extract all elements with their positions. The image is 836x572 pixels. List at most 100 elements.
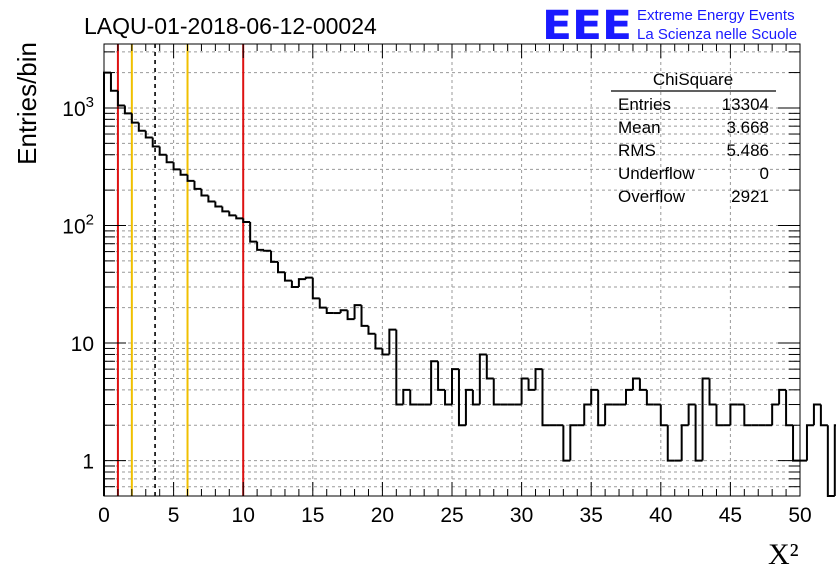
histogram-bin (631, 377, 640, 390)
histogram-bin (123, 105, 132, 115)
histogram-bin (562, 425, 571, 462)
histogram-bin (541, 369, 550, 427)
histogram-bin (492, 378, 501, 406)
histogram-bin (151, 137, 160, 148)
histogram-bin (478, 353, 487, 405)
chart-title: LAQU-01-2018-06-12-00024 (84, 13, 377, 39)
histogram-bin (590, 388, 599, 405)
histogram-bin (826, 425, 835, 497)
histogram-bin (638, 378, 647, 391)
x-tick-label: 5 (168, 504, 180, 527)
histogram-bin (228, 211, 237, 217)
histogram-bin (430, 360, 439, 405)
histogram-bin (137, 122, 146, 132)
y-axis-label: Entries/bin (12, 42, 42, 165)
histogram-bin (833, 424, 836, 496)
stats-title: ChiSquare (653, 70, 733, 89)
histogram-bin (235, 215, 244, 220)
stats-label: RMS (618, 141, 656, 160)
histogram-bin (360, 305, 369, 327)
histogram-bin (311, 277, 320, 300)
histogram-bin (597, 389, 606, 427)
histogram-bin (645, 389, 654, 406)
x-tick-label: 30 (510, 504, 533, 527)
histogram-bin (687, 403, 696, 426)
histogram-bin (708, 378, 717, 406)
x-tick-label: 0 (98, 504, 110, 527)
histogram-bin (304, 276, 313, 280)
histogram-bin (388, 328, 397, 355)
histogram-bin (395, 329, 404, 406)
stats-box: ChiSquare Entries 13304 Mean 3.668 RMS 5.486 U… (611, 70, 776, 206)
histogram-bin (325, 307, 334, 315)
x-tick-label: 40 (649, 504, 672, 527)
histogram-bin (270, 250, 278, 263)
reference-lines (116, 44, 245, 496)
histogram-bin (367, 325, 376, 335)
histogram-bin (277, 261, 285, 274)
histogram-bin (444, 389, 452, 406)
histogram-bin (402, 388, 411, 405)
stats-value: 2921 (731, 187, 769, 206)
histogram-bin (256, 241, 265, 251)
histogram-bin (569, 424, 578, 461)
x-tick-label: 25 (440, 504, 463, 527)
y-tick-label: 102 (62, 212, 94, 239)
x-tick-label: 35 (580, 504, 603, 527)
histogram-bin (249, 222, 258, 243)
y-tick-labels: 1 10 102 103 (62, 94, 94, 474)
histogram-bin (485, 354, 494, 380)
histogram-bin (263, 249, 272, 252)
histogram-bin (116, 90, 125, 107)
stats-value: 13304 (722, 95, 769, 114)
histogram-bin (381, 348, 390, 356)
histogram-bin (471, 389, 480, 406)
x-tick-label: 50 (788, 504, 811, 527)
histogram-bin (109, 72, 118, 92)
x-axis-label: X² (768, 538, 799, 571)
histogram-bin (534, 368, 543, 390)
histogram-bin (451, 368, 459, 405)
histogram-bin (374, 333, 383, 350)
histogram-bin (200, 188, 209, 197)
histogram-bin (165, 154, 174, 164)
histogram-bin (701, 377, 710, 461)
histogram-bin (527, 378, 536, 391)
histogram-bin (221, 206, 230, 213)
stats-label: Underflow (618, 164, 695, 183)
histogram-bin (812, 403, 821, 426)
histogram-bin (729, 403, 738, 426)
histogram-bin (353, 304, 362, 320)
histogram-bin (290, 280, 299, 288)
stats-value: 3.668 (726, 118, 769, 137)
stats-value: 0 (760, 164, 769, 183)
histogram-bin (819, 404, 828, 427)
histogram-bin (242, 218, 251, 224)
histogram-bin (464, 388, 473, 426)
histogram-bin (583, 403, 592, 426)
histogram-bin (207, 195, 216, 203)
histogram-bin (771, 403, 780, 426)
histogram-bin (130, 113, 139, 124)
stats-label: Mean (618, 118, 661, 137)
histogram-bin (625, 388, 633, 405)
histogram-bin (409, 389, 418, 406)
histogram-bin (193, 180, 202, 190)
eee-logo: EEE Extreme Energy Events La Scienza nel… (542, 3, 797, 49)
histogram-bin (214, 201, 223, 208)
stats-value: 5.486 (726, 141, 769, 160)
y-tick-label: 103 (62, 94, 94, 121)
histogram-bin (715, 404, 724, 427)
histogram-bin (778, 388, 787, 405)
histogram-bin (743, 404, 752, 427)
logo-line-2: La Scienza nelle Scuole (637, 26, 797, 43)
histogram-bin (179, 169, 188, 176)
histogram-bin (318, 298, 327, 309)
histogram-bin (437, 361, 446, 391)
histogram-bin (792, 425, 800, 462)
histogram-bin (666, 425, 675, 462)
histogram-bin (694, 404, 703, 462)
histogram-bin (283, 272, 292, 282)
x-tick-label: 20 (371, 504, 394, 527)
